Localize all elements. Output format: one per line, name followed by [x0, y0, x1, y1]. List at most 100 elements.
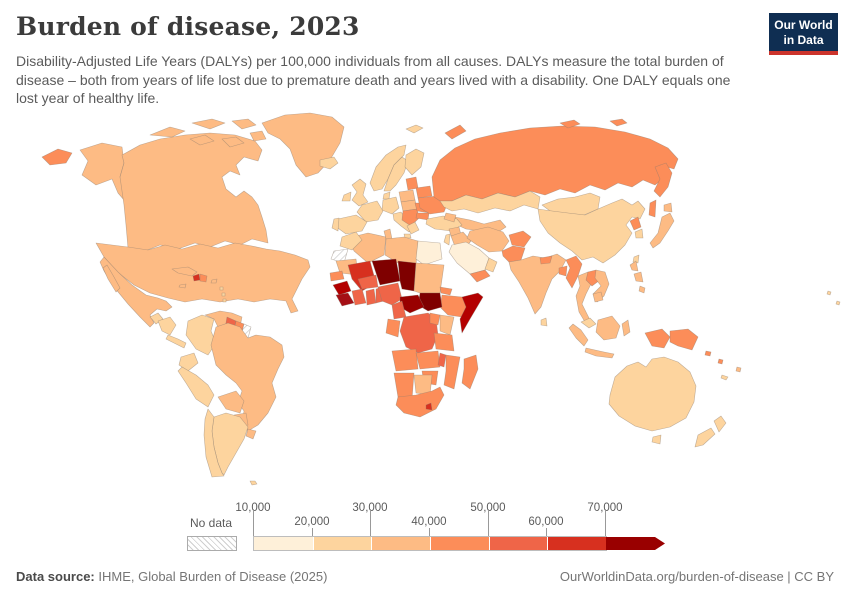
- country-finland[interactable]: [404, 148, 425, 176]
- country-philippines[interactable]: [629, 260, 646, 294]
- country-tanzania[interactable]: [433, 332, 455, 352]
- legend-bin-7[interactable]: [606, 537, 665, 550]
- legend-bin-1[interactable]: [254, 537, 313, 550]
- country-sweden[interactable]: [383, 156, 409, 192]
- country-australia[interactable]: [608, 356, 697, 432]
- country-ireland[interactable]: [341, 191, 352, 202]
- hokkaido[interactable]: [663, 202, 673, 213]
- country-angola[interactable]: [391, 348, 419, 372]
- country-sudan[interactable]: [413, 262, 445, 294]
- new-caledonia[interactable]: [720, 374, 729, 381]
- country-sierra-leone-liberia[interactable]: [335, 292, 355, 307]
- legend-colorbar-arrow[interactable]: [606, 536, 665, 551]
- country-madagascar[interactable]: [461, 354, 479, 390]
- country-india[interactable]: [508, 253, 567, 315]
- nz-north-island[interactable]: [713, 415, 727, 433]
- country-ghana[interactable]: [365, 288, 377, 306]
- country-baja[interactable]: [102, 264, 121, 293]
- country-greece[interactable]: [406, 221, 420, 235]
- country-dominican-republic[interactable]: [199, 273, 208, 283]
- country-puerto-rico[interactable]: [210, 278, 218, 284]
- java[interactable]: [584, 347, 615, 359]
- country-congo-gabon[interactable]: [385, 318, 401, 338]
- country-taiwan[interactable]: [632, 254, 640, 264]
- fiji[interactable]: [735, 366, 742, 373]
- country-sicily[interactable]: [403, 233, 412, 239]
- country-iceland[interactable]: [319, 156, 339, 170]
- country-cambodia[interactable]: [592, 291, 604, 303]
- lesser-antilles[interactable]: [219, 286, 227, 303]
- country-papua-new-guinea[interactable]: [669, 328, 699, 351]
- vanuatu[interactable]: [717, 358, 724, 365]
- borneo[interactable]: [595, 315, 621, 341]
- country-egypt[interactable]: [415, 240, 443, 266]
- country-portugal[interactable]: [331, 217, 340, 232]
- country-germany[interactable]: [381, 196, 400, 215]
- legend-bin-4[interactable]: [429, 537, 489, 550]
- country-chile[interactable]: [203, 408, 225, 478]
- country-chukotka[interactable]: [41, 148, 73, 166]
- country-kenya[interactable]: [439, 314, 455, 336]
- country-north-korea[interactable]: [629, 216, 642, 231]
- country-mozambique[interactable]: [443, 354, 461, 390]
- country-lesotho[interactable]: [425, 402, 433, 411]
- country-costa-rica-panama[interactable]: [165, 334, 187, 349]
- country-russia[interactable]: [431, 125, 679, 202]
- country-uk[interactable]: [351, 178, 369, 207]
- country-cuba[interactable]: [171, 266, 198, 277]
- tasmania[interactable]: [651, 434, 662, 445]
- country-sri-lanka[interactable]: [540, 317, 548, 327]
- country-peru[interactable]: [177, 366, 215, 408]
- legend-bin-2[interactable]: [312, 537, 372, 550]
- nz-south-island[interactable]: [694, 427, 716, 448]
- country-oman[interactable]: [484, 257, 498, 273]
- country-yemen[interactable]: [469, 269, 491, 283]
- legend-bin-5[interactable]: [488, 537, 548, 550]
- owid-logo[interactable]: Our World in Data: [769, 13, 838, 56]
- country-niger[interactable]: [371, 258, 401, 286]
- polynesia[interactable]: [826, 290, 841, 306]
- country-bolivia[interactable]: [217, 390, 245, 414]
- kamchatka[interactable]: [653, 162, 673, 198]
- country-colombia[interactable]: [185, 314, 217, 356]
- country-south-korea[interactable]: [634, 228, 644, 239]
- canada-arctic-islands[interactable]: [149, 118, 267, 148]
- country-caucasus[interactable]: [443, 212, 457, 223]
- country-eritrea[interactable]: [439, 286, 453, 296]
- country-uganda[interactable]: [429, 312, 441, 326]
- license-link[interactable]: OurWorldinData.org/burden-of-disease | C…: [559, 569, 834, 584]
- country-morocco[interactable]: [339, 231, 363, 251]
- country-bangladesh[interactable]: [558, 265, 568, 277]
- country-honduras-nicaragua[interactable]: [157, 316, 177, 336]
- country-denmark[interactable]: [382, 191, 391, 200]
- country-guinea[interactable]: [332, 280, 352, 296]
- country-myanmar[interactable]: [565, 255, 583, 289]
- novaya-zemlya[interactable]: [444, 124, 467, 140]
- legend-bin-6[interactable]: [547, 537, 606, 550]
- country-namibia[interactable]: [393, 372, 415, 400]
- country-senegal[interactable]: [329, 270, 345, 282]
- solomon-islands[interactable]: [704, 350, 712, 357]
- country-cote-divoire[interactable]: [351, 288, 367, 306]
- country-nepal[interactable]: [539, 255, 553, 265]
- west-papua[interactable]: [644, 328, 671, 349]
- country-malaysia[interactable]: [580, 317, 597, 329]
- country-brazil[interactable]: [210, 322, 285, 432]
- country-svalbard[interactable]: [405, 124, 424, 134]
- sulawesi[interactable]: [621, 319, 631, 337]
- country-ecuador[interactable]: [178, 352, 199, 372]
- country-norway[interactable]: [369, 144, 407, 192]
- country-afghanistan[interactable]: [508, 230, 532, 248]
- country-malawi[interactable]: [437, 352, 447, 368]
- country-belarus[interactable]: [415, 185, 433, 199]
- country-nigeria[interactable]: [377, 282, 403, 306]
- country-jamaica[interactable]: [178, 283, 187, 289]
- russian-arctic-islands[interactable]: [559, 118, 628, 129]
- legend-no-data-swatch[interactable]: [187, 536, 237, 551]
- legend-bin-3[interactable]: [371, 537, 430, 550]
- country-uruguay[interactable]: [245, 428, 257, 440]
- sakhalin[interactable]: [648, 199, 657, 218]
- country-chad[interactable]: [397, 260, 417, 292]
- country-zambia[interactable]: [415, 350, 441, 370]
- country-france[interactable]: [356, 200, 384, 223]
